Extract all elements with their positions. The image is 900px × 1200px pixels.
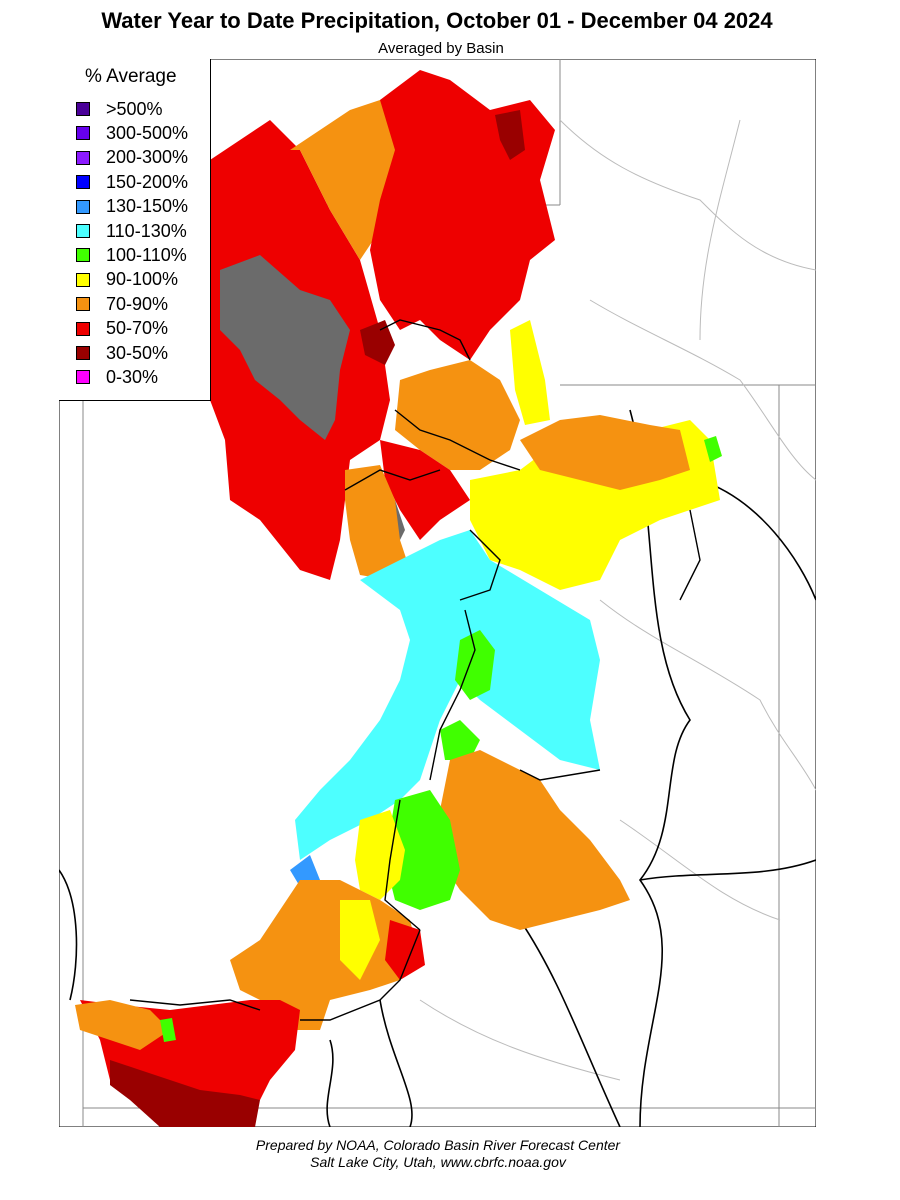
legend-swatch	[76, 102, 90, 116]
legend-label: 0-30%	[106, 366, 159, 387]
basin-red-provo	[380, 440, 470, 540]
legend-swatch	[76, 346, 90, 360]
legend-item: 0-30%	[76, 365, 158, 389]
basin-darkred-bear-head	[495, 110, 525, 160]
legend-label: 30-50%	[106, 342, 169, 363]
basin-orange-san-rafael	[440, 750, 630, 930]
legend-swatch	[76, 224, 90, 238]
legend-label: 150-200%	[106, 171, 189, 192]
basin-yellow-sevier-north	[355, 810, 405, 900]
basin-green-duchesne	[455, 630, 495, 700]
basin-green-san-rafael	[385, 790, 460, 910]
legend-swatch	[76, 199, 90, 214]
credits: Prepared by NOAA, Colorado Basin River F…	[0, 1137, 876, 1171]
basin-orange-uinta	[520, 415, 690, 490]
legend-item: 130-150%	[76, 195, 188, 219]
legend-label: 50-70%	[106, 318, 169, 339]
legend-label: 110-130%	[106, 220, 187, 241]
basin-cyan-duchesne	[295, 530, 600, 860]
legend-swatch	[76, 370, 90, 385]
legend-label: >500%	[106, 98, 163, 119]
legend-item: 110-130%	[76, 219, 187, 243]
legend-label: 70-90%	[106, 293, 169, 314]
basin-outlines-outer	[59, 409, 816, 1127]
legend-swatch	[76, 150, 90, 165]
no-data-lake-great-salt	[220, 255, 350, 440]
basin-green-price-top	[440, 720, 480, 760]
basin-green-uinta-east	[704, 436, 722, 462]
legend-swatch	[76, 321, 90, 336]
rivers	[419, 119, 816, 1081]
basin-yellow-weber-east	[510, 320, 550, 425]
legend-label: 300-500%	[106, 122, 189, 143]
legend-item: 30-50%	[76, 341, 168, 365]
basin-outlines-inner	[129, 319, 701, 1021]
basin-yellow-sevier-south	[340, 900, 380, 980]
credit-line-1: Prepared by NOAA, Colorado Basin River F…	[255, 1137, 621, 1153]
basin-green-virgin	[160, 1018, 176, 1042]
legend-label: 100-110%	[106, 244, 187, 265]
legend-swatch	[76, 126, 90, 141]
basin-orange-virgin	[75, 1000, 170, 1050]
legend-title: % Average	[85, 66, 177, 87]
legend-item: 50-70%	[76, 317, 168, 341]
credit-line-2: Salt Lake City, Utah, www.cbrfc.noaa.gov	[310, 1154, 566, 1170]
legend-swatch	[76, 297, 90, 312]
precipitation-map	[59, 59, 816, 1127]
map-subtitle: Averaged by Basin	[378, 40, 504, 57]
legend-swatch	[76, 272, 90, 287]
legend-label: 90-100%	[106, 269, 179, 290]
legend: % Average >500% 300-500% 200-300% 150-200% 1…	[59, 59, 211, 401]
map-title: Water Year to Date Precipitation, Octobe…	[101, 8, 773, 33]
legend-item: 200-300%	[76, 146, 188, 170]
basin-darkred-ogden	[360, 320, 395, 365]
basin-orange-weber	[395, 360, 520, 470]
legend-item: 150-200%	[76, 170, 188, 194]
legend-item: 70-90%	[76, 292, 168, 316]
legend-item: 90-100%	[76, 268, 178, 292]
basin-red-sevier-south	[385, 920, 425, 980]
legend-item: >500%	[76, 97, 163, 121]
legend-label: 200-300%	[106, 147, 189, 168]
basin-orange-jordan	[345, 465, 410, 580]
legend-item: 300-500%	[76, 121, 188, 145]
legend-swatch	[76, 175, 90, 190]
legend-item: 100-110%	[76, 243, 187, 267]
legend-label: 130-150%	[106, 196, 189, 217]
basin-darkred-virgin	[110, 1060, 260, 1127]
legend-swatch	[76, 248, 90, 263]
